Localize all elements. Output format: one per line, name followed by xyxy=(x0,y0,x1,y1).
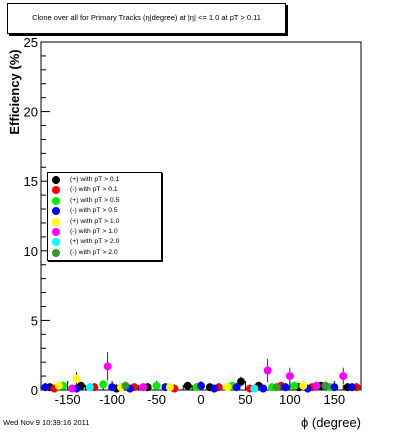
data-point xyxy=(312,381,321,390)
data-point xyxy=(68,384,77,393)
axis-ticks: 0 5 10 15 20 25 -150 -100 -50 0 50 100 150 xyxy=(24,35,362,407)
data-point xyxy=(321,381,330,390)
data-point xyxy=(183,381,192,390)
data-point xyxy=(85,383,94,392)
x-axis-label: ϕ (degree) xyxy=(301,415,361,430)
legend-entry: (+) with pT > 0.5 xyxy=(48,196,161,206)
data-point xyxy=(197,381,205,390)
legend-marker xyxy=(52,186,60,195)
data-point xyxy=(281,383,290,392)
data-point xyxy=(54,381,63,390)
legend-marker xyxy=(52,176,60,184)
data-point xyxy=(210,384,219,393)
x-tick-label: 0 xyxy=(197,392,204,407)
timestamp-footer: Wed Nov 9 10:39:16 2011 xyxy=(3,418,90,427)
legend-entry: (-) with pT > 0.1 xyxy=(48,185,161,195)
legend-marker xyxy=(52,207,60,216)
y-tick-label: 25 xyxy=(24,35,38,50)
y-axis-label: Efficiency (%) xyxy=(7,49,22,134)
legend-marker xyxy=(52,248,60,257)
data-points xyxy=(41,352,361,393)
data-point xyxy=(299,381,308,390)
x-tick-label: 100 xyxy=(279,392,301,407)
x-tick-label: -50 xyxy=(147,392,166,407)
y-tick-label: 0 xyxy=(31,383,38,398)
legend-label: (-) with pT > 1.0 xyxy=(70,228,118,235)
data-point xyxy=(99,380,108,389)
y-tick-label: 10 xyxy=(24,244,38,259)
legend-label: (-) with pT > 0.5 xyxy=(70,207,118,215)
legend-label: (+) with pT > 0.5 xyxy=(70,196,120,204)
data-point xyxy=(339,372,348,381)
data-point xyxy=(237,377,245,386)
legend-marker xyxy=(52,228,60,236)
data-point xyxy=(285,372,294,381)
x-tick-label: -100 xyxy=(99,392,125,407)
legend-marker xyxy=(52,217,60,226)
data-point xyxy=(121,381,130,390)
data-point xyxy=(263,366,272,375)
data-point xyxy=(272,383,281,392)
legend-label: (+) with pT > 2.0 xyxy=(70,238,120,246)
y-tick-label: 15 xyxy=(24,174,38,189)
data-point xyxy=(41,383,50,392)
legend-label: (+) with pT > 1.0 xyxy=(70,217,120,225)
legend-label: (+) with pT > 0.1 xyxy=(70,176,120,183)
data-point xyxy=(330,383,339,392)
data-point xyxy=(250,384,259,393)
data-point xyxy=(348,383,357,392)
legend-entry: (+) with pT > 1.0 xyxy=(48,217,161,227)
legend-marker xyxy=(52,238,60,247)
data-point xyxy=(290,381,299,390)
legend-label: (-) with pT > 2.0 xyxy=(70,248,118,256)
data-point xyxy=(103,362,112,371)
x-tick-label: 50 xyxy=(238,392,252,407)
data-point xyxy=(108,383,117,392)
legend-entry: (+) with pT > 2.0 xyxy=(48,237,161,247)
chart-title: Clone over all for Primary Tracks (η|deg… xyxy=(32,13,261,22)
legend-entry: (-) with pT > 0.5 xyxy=(48,206,161,216)
data-point xyxy=(165,383,174,392)
y-tick-label: 20 xyxy=(24,105,38,120)
data-point xyxy=(232,383,241,392)
legend-marker xyxy=(52,196,60,205)
legend-label: (-) with pT > 0.1 xyxy=(70,186,118,194)
x-tick-label: 150 xyxy=(323,392,345,407)
data-point xyxy=(223,383,232,392)
legend: (+) with pT > 0.1 (-) with pT > 0.1 (+) wi… xyxy=(47,172,162,261)
data-point xyxy=(139,383,148,392)
legend-entry: (+) with pT > 0.1 xyxy=(48,175,161,185)
data-point xyxy=(259,384,268,393)
legend-entry: (-) with pT > 2.0 xyxy=(48,248,161,258)
data-point xyxy=(152,381,161,390)
legend-entry: (-) with pT > 1.0 xyxy=(48,227,161,237)
x-tick-label: -150 xyxy=(55,392,81,407)
data-point xyxy=(72,374,81,383)
y-tick-label: 5 xyxy=(31,313,38,328)
title-box: Clone over all for Primary Tracks (η|deg… xyxy=(7,3,286,34)
